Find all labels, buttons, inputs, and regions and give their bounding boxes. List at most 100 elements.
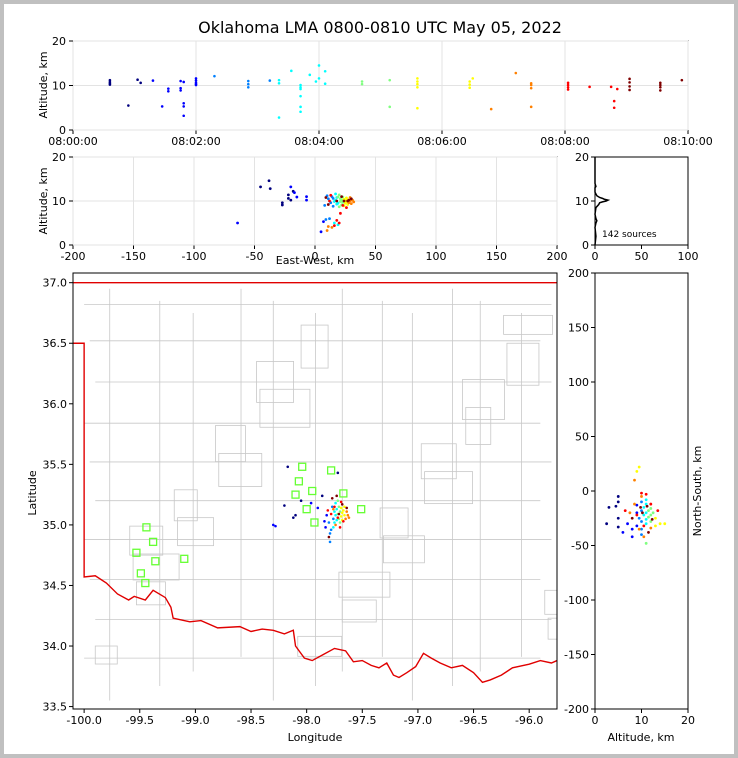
time-height-source <box>290 69 293 73</box>
plan-view-source <box>333 510 336 513</box>
alt-tick-label: 20 <box>52 35 66 48</box>
plan-view-source <box>327 535 331 539</box>
ns-height-source <box>640 491 643 495</box>
county-outline <box>129 525 164 556</box>
time-height-source <box>108 78 112 82</box>
ns-tick-label: 150 <box>568 322 589 335</box>
time-height-source <box>268 79 272 82</box>
ns-height-source <box>640 509 643 513</box>
plan-view-source <box>292 516 295 519</box>
time-height-source <box>167 87 170 90</box>
ew-alt-tick-label: 20 <box>52 151 66 164</box>
plan-view-source <box>316 506 320 510</box>
county-outline <box>383 535 425 564</box>
ns-height-source <box>637 516 641 520</box>
ew-height-source <box>349 202 353 206</box>
county-outline <box>338 571 391 598</box>
histogram-annotation: 142 sources <box>602 230 657 240</box>
time-height-source <box>609 85 613 89</box>
ns-height-source <box>644 498 648 502</box>
time-height-source <box>299 94 302 98</box>
ns-tick-label: -200 <box>564 703 589 716</box>
lon-tick-label: -96.5 <box>459 714 487 727</box>
ew-height-source <box>335 199 339 203</box>
county-outline <box>136 581 166 606</box>
ns-height-source <box>635 503 639 507</box>
time-height-source <box>529 83 533 87</box>
county-outline <box>420 443 457 480</box>
time-height-source <box>416 82 419 86</box>
lon-tick-label: -97.5 <box>348 714 376 727</box>
ew-height-source <box>289 198 293 202</box>
time-height-source <box>388 78 392 82</box>
lma-station-marker <box>132 548 141 557</box>
plan-view-source <box>336 499 340 502</box>
ew-height-source <box>336 201 340 205</box>
plan-view-source <box>342 519 345 523</box>
ns-height-source <box>640 527 643 531</box>
ns-height-source <box>644 502 648 506</box>
plan-view-source <box>339 500 343 504</box>
ns-height-source <box>635 513 639 517</box>
ns-height-source <box>630 516 634 520</box>
time-height-source <box>194 77 198 80</box>
ns-height-source <box>649 526 653 530</box>
time-height-source <box>468 80 471 83</box>
time-height-source <box>628 81 631 84</box>
ew-height-source <box>286 193 290 197</box>
time-height-source <box>612 106 616 110</box>
time-tick-label: 08:08:00 <box>540 135 589 148</box>
time-height-source <box>416 85 419 89</box>
time-height-source <box>659 89 662 92</box>
plan-view-source <box>329 512 333 516</box>
ns-height-source <box>644 492 648 496</box>
lma-station-marker <box>291 490 300 499</box>
ew-height-source <box>236 221 239 225</box>
time-height-source <box>323 69 327 73</box>
time-height-source <box>416 80 419 83</box>
ns-height-source <box>649 502 653 506</box>
figure-frame: Oklahoma LMA 0800-0810 UTC May 05, 2022 … <box>4 4 734 754</box>
plan-view-panel: Latitude Longitude -100.0 -99.5 -99.0 -98.5… <box>26 272 558 744</box>
time-height-source <box>108 81 112 85</box>
lat-tick-label: 35.0 <box>43 519 68 532</box>
ns-height-source <box>649 507 653 510</box>
plan-view-source <box>330 505 334 509</box>
plan-view-source <box>336 471 340 475</box>
lon-tick-label: -99.0 <box>181 714 209 727</box>
ew-height-source <box>267 179 271 183</box>
ns-height-source <box>645 504 649 508</box>
time-height-source <box>489 107 493 111</box>
ew-height-source <box>352 200 356 204</box>
ew-height-source <box>349 197 353 201</box>
plan-view-source <box>343 513 346 517</box>
county-outline <box>259 388 311 428</box>
plan-view-source <box>325 513 328 517</box>
hist-tick-label: 0 <box>592 250 599 263</box>
ns-height-ylabel: North-South, km <box>691 446 704 537</box>
plan-view-source <box>333 521 336 524</box>
time-height-ylabel: Altitude, km <box>37 51 50 118</box>
time-height-source <box>628 85 631 88</box>
lma-station-marker <box>302 505 311 514</box>
time-tick-label: 08:06:00 <box>417 135 466 148</box>
ew-height-ylabel: Altitude, km <box>37 167 50 234</box>
time-tick-label: 08:02:00 <box>171 135 220 148</box>
time-height-source <box>659 85 662 89</box>
time-height-source <box>213 74 216 78</box>
ew-height-source <box>305 195 308 199</box>
ns-height-source <box>640 495 643 498</box>
ns-tick-label: 100 <box>568 376 589 389</box>
county-outline <box>218 453 263 487</box>
plan-view-source <box>274 524 277 528</box>
county-outline <box>424 471 473 505</box>
plan-view-source <box>340 503 344 506</box>
hist-tick-label: 100 <box>678 250 699 263</box>
ns-height-source <box>616 525 620 529</box>
county-outline <box>173 489 198 522</box>
plan-view-source <box>337 505 341 509</box>
lma-figure: Oklahoma LMA 0800-0810 UTC May 05, 2022 … <box>26 18 713 744</box>
county-outline <box>503 314 553 335</box>
ns-height-source <box>635 511 639 515</box>
plan-view-source <box>328 540 332 544</box>
